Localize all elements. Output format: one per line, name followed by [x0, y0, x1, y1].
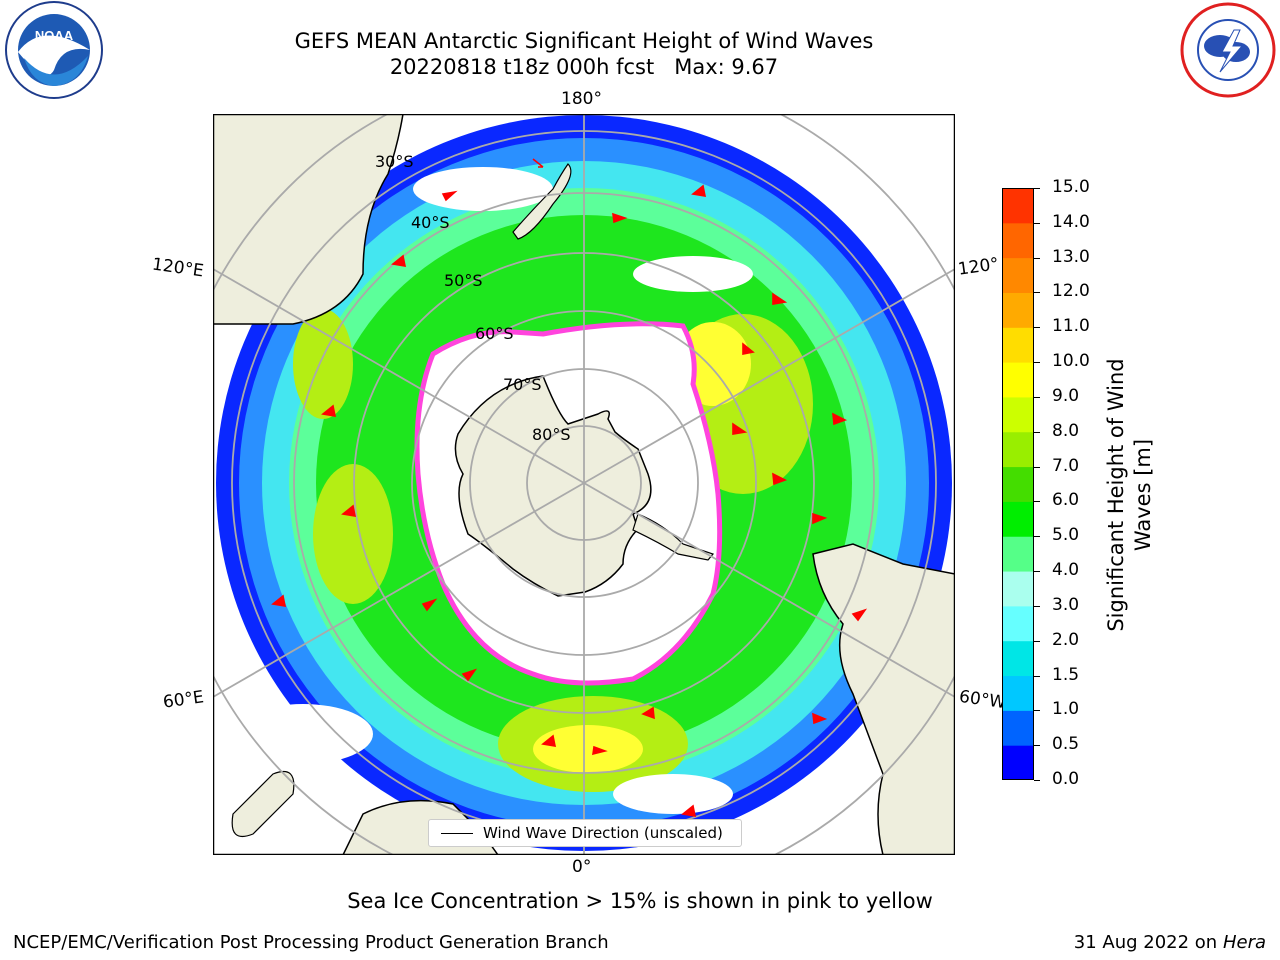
colorbar-segment — [1002, 188, 1034, 224]
chart-subtitle: 20220818 t18z 000h fcst Max: 9.67 — [389, 55, 779, 79]
noaa-logo: NOAA — [2, 0, 106, 104]
colorbar-tick-label: 8.0 — [1052, 420, 1080, 441]
colorbar-label: Significant Height of Wind Waves [m] — [1104, 358, 1155, 632]
sea-ice-note: Sea Ice Concentration > 15% is shown in … — [347, 889, 933, 913]
colorbar-segment — [1002, 745, 1034, 781]
colorbar-segment — [1002, 257, 1034, 293]
colorbar-tick-label: 6.0 — [1052, 490, 1080, 511]
lon-label-120w: 120° — [956, 254, 1001, 280]
colorbar-tick-label: 13.0 — [1052, 246, 1090, 267]
map-legend: Wind Wave Direction (unscaled) — [428, 819, 742, 847]
lon-label-180: 180° — [561, 89, 602, 109]
lon-label-120e: 120°E — [150, 254, 205, 282]
colorbar-tick — [1034, 396, 1040, 398]
svg-text:NOAA: NOAA — [35, 28, 74, 43]
colorbar-tick-label: 3.0 — [1052, 594, 1080, 615]
footer-date: 31 Aug 2022 on Hera — [1073, 932, 1266, 953]
colorbar-segment — [1002, 327, 1034, 363]
colorbar-segment — [1002, 605, 1034, 642]
colorbar-tick-label: 9.0 — [1052, 385, 1080, 406]
colorbar-segment — [1002, 362, 1034, 398]
colorbar-tick — [1034, 466, 1040, 468]
colorbar-tick-label: 1.5 — [1052, 664, 1080, 685]
colorbar-segment — [1002, 640, 1034, 677]
footer-branch: NCEP/EMC/Verification Post Processing Pr… — [13, 932, 609, 953]
colorbar-tick — [1034, 640, 1040, 642]
lon-label-0: 0° — [572, 857, 592, 877]
colorbar-segment — [1002, 571, 1034, 607]
polar-map: 30°S 40°S 50°S 60°S 70°S 80°S Wind Wave … — [213, 114, 955, 855]
colorbar-tick — [1034, 188, 1040, 189]
legend-label: Wind Wave Direction (unscaled) — [483, 824, 723, 842]
chart-title: GEFS MEAN Antarctic Significant Height o… — [294, 29, 874, 53]
lat-label-60s: 60°S — [475, 324, 514, 343]
lat-label-50s: 50°S — [444, 271, 483, 290]
colorbar — [1002, 188, 1034, 781]
colorbar-tick-label: 11.0 — [1052, 316, 1090, 337]
colorbar-tick — [1034, 710, 1040, 712]
colorbar-tick — [1034, 675, 1040, 677]
lat-label-30s: 30°S — [375, 152, 414, 171]
colorbar-segment — [1002, 431, 1034, 468]
colorbar-segment — [1002, 501, 1034, 537]
wind-wave-arrows — [271, 158, 868, 817]
colorbar-tick — [1034, 362, 1040, 364]
colorbar-segment — [1002, 292, 1034, 328]
colorbar-tick-label: 7.0 — [1052, 455, 1080, 476]
colorbar-tick — [1034, 745, 1040, 747]
colorbar-tick — [1034, 327, 1040, 329]
colorbar-segment — [1002, 675, 1034, 711]
colorbar-tick-label: 14.0 — [1052, 211, 1090, 232]
colorbar-tick — [1034, 571, 1040, 573]
colorbar-segment — [1002, 222, 1034, 259]
colorbar-tick-label: 15.0 — [1052, 177, 1090, 197]
colorbar-tick-label: 12.0 — [1052, 281, 1090, 302]
colorbar-segment — [1002, 536, 1034, 572]
lat-label-40s: 40°S — [411, 213, 450, 232]
new-zealand — [512, 163, 572, 240]
colorbar-tick — [1034, 501, 1040, 503]
colorbar-tick-label: 5.0 — [1052, 525, 1080, 546]
colorbar-tick-label: 4.0 — [1052, 560, 1080, 581]
nws-logo — [1178, 0, 1278, 100]
colorbar-segment — [1002, 466, 1034, 502]
lat-label-70s: 70°S — [503, 375, 542, 394]
colorbar-segment — [1002, 396, 1034, 433]
colorbar-tick — [1034, 780, 1040, 781]
colorbar-tick-label: 0.5 — [1052, 734, 1080, 755]
colorbar-tick — [1034, 257, 1040, 259]
antarctica-landmass — [454, 375, 652, 597]
south-america — [812, 543, 955, 855]
colorbar-tick — [1034, 431, 1040, 433]
colorbar-tick — [1034, 605, 1040, 607]
lat-label-80s: 80°S — [532, 425, 571, 444]
lon-label-60w: 60°W — [957, 686, 1008, 714]
colorbar-tick-label: 2.0 — [1052, 629, 1080, 650]
colorbar-segment — [1002, 710, 1034, 746]
colorbar-tick — [1034, 536, 1040, 538]
colorbar-tick-label: 0.0 — [1052, 769, 1080, 789]
legend-line-icon — [441, 832, 473, 834]
colorbar-tick — [1034, 222, 1040, 224]
colorbar-tick-label: 1.0 — [1052, 699, 1080, 720]
colorbar-tick-label: 10.0 — [1052, 351, 1090, 372]
lon-label-60e: 60°E — [161, 687, 206, 713]
high-wave-area-indian-ocean — [313, 464, 393, 604]
colorbar-tick — [1034, 292, 1040, 294]
australia — [213, 114, 404, 325]
